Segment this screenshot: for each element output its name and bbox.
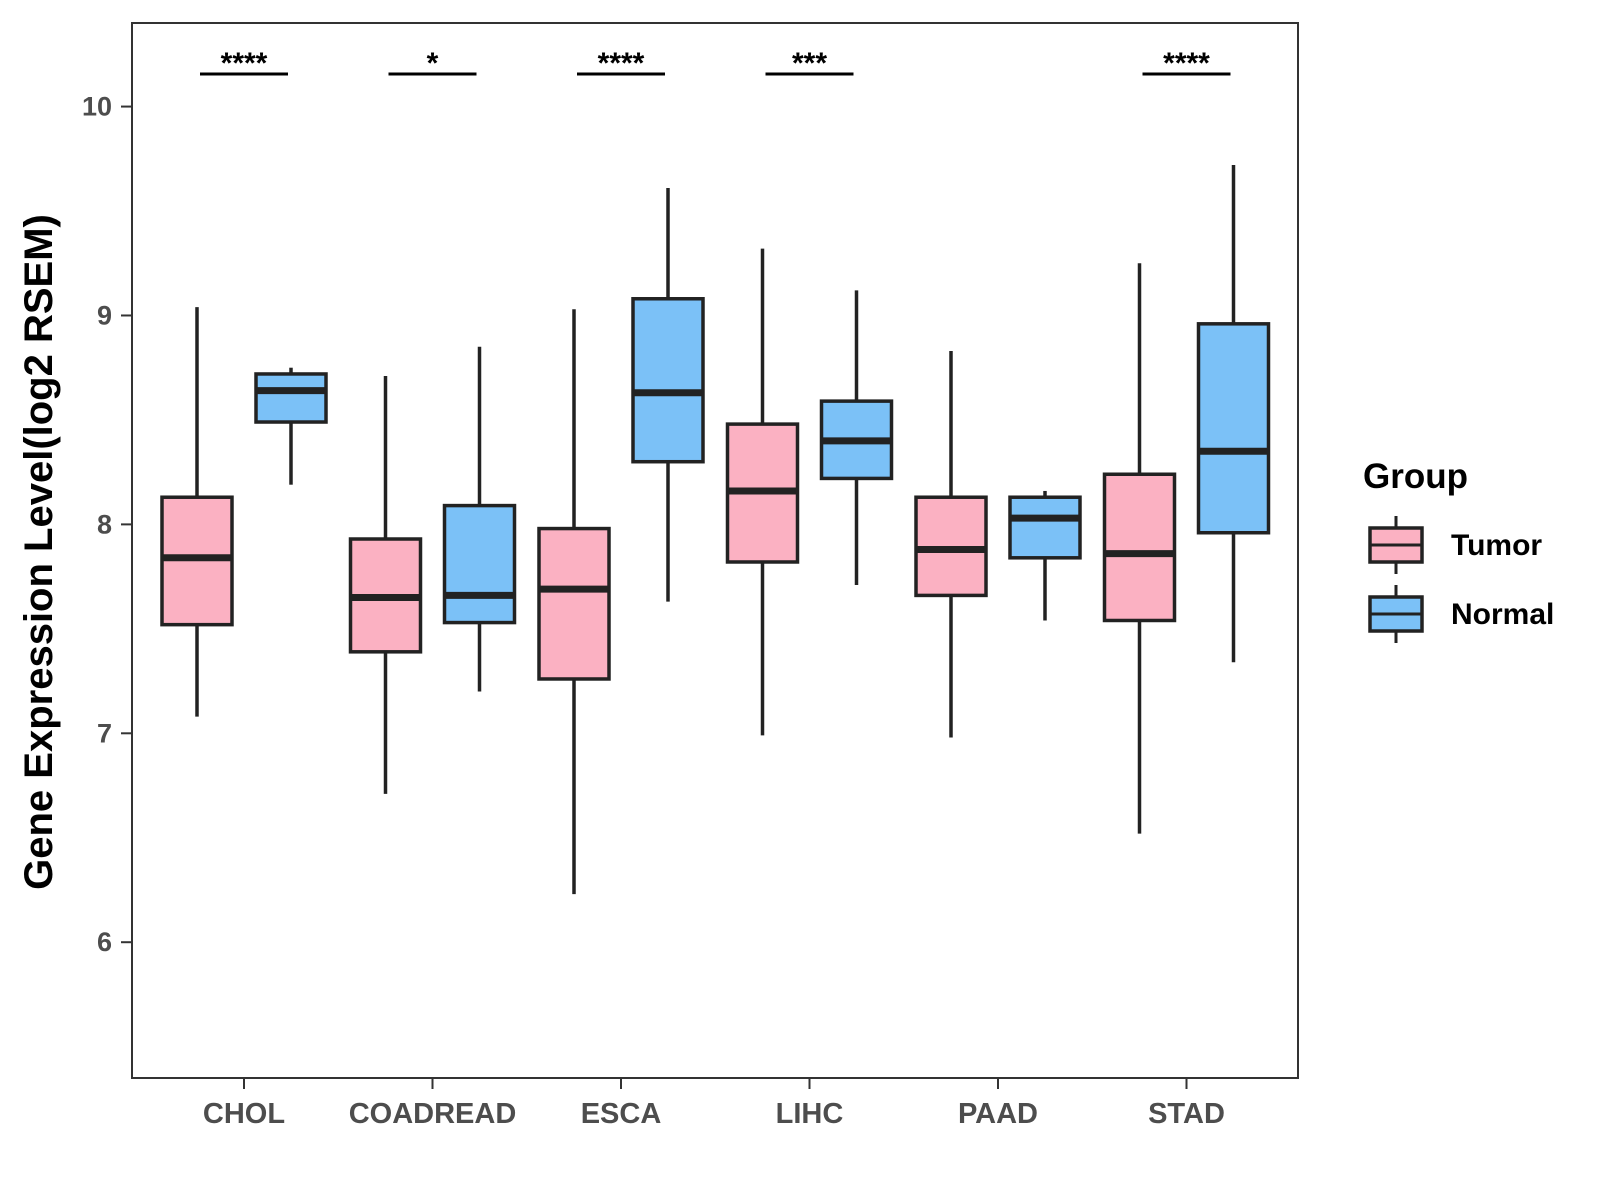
y-tick-label: 10	[82, 92, 112, 122]
significance-label: ****	[598, 47, 645, 80]
box-tumor-stad	[1102, 263, 1177, 834]
x-tick-label: STAD	[1148, 1098, 1225, 1130]
x-tick-label: COADREAD	[349, 1098, 517, 1130]
y-tick-label: 8	[97, 509, 112, 539]
legend-key-tumor	[1368, 516, 1424, 574]
x-tick-label: CHOL	[203, 1098, 285, 1130]
box-body	[631, 297, 705, 464]
x-tick-label: ESCA	[581, 1098, 662, 1130]
box-normal-paad	[1008, 490, 1082, 621]
box-body	[442, 503, 517, 625]
box-tumor-chol	[160, 307, 234, 717]
y-tick-label: 7	[97, 718, 112, 748]
x-tick-label: PAAD	[958, 1098, 1038, 1130]
significance-label: *	[427, 47, 439, 80]
box-body	[1102, 472, 1177, 623]
box-tumor-lihc	[725, 248, 800, 736]
significance-label: ***	[792, 47, 827, 80]
box-tumor-esca	[537, 309, 611, 895]
box-normal-esca	[631, 188, 705, 602]
box-normal-coadread	[442, 346, 517, 692]
y-axis-title: Gene Expression Level(log2 RSEM)	[17, 214, 61, 890]
box-tumor-coadread	[348, 376, 423, 794]
box-normal-stad	[1196, 165, 1271, 663]
x-tick-label: LIHC	[776, 1098, 844, 1130]
box-normal-chol	[254, 367, 328, 485]
plot-panel-border	[131, 22, 1299, 1079]
box-normal-lihc	[819, 290, 894, 585]
y-tick-label: 6	[97, 927, 112, 957]
legend-label: Tumor	[1451, 529, 1542, 562]
legend: Group Tumor Normal	[1363, 457, 1554, 643]
significance-label: ****	[221, 47, 268, 80]
box-body	[1196, 322, 1271, 535]
legend-label: Normal	[1451, 598, 1554, 631]
legend-title: Group	[1363, 457, 1468, 496]
y-tick-label: 9	[97, 300, 112, 330]
significance-label: ****	[1163, 47, 1210, 80]
box-body	[537, 526, 611, 681]
legend-key-normal	[1368, 585, 1424, 643]
box-tumor-paad	[914, 350, 988, 738]
box-body	[1008, 495, 1082, 560]
box-body	[254, 372, 328, 424]
